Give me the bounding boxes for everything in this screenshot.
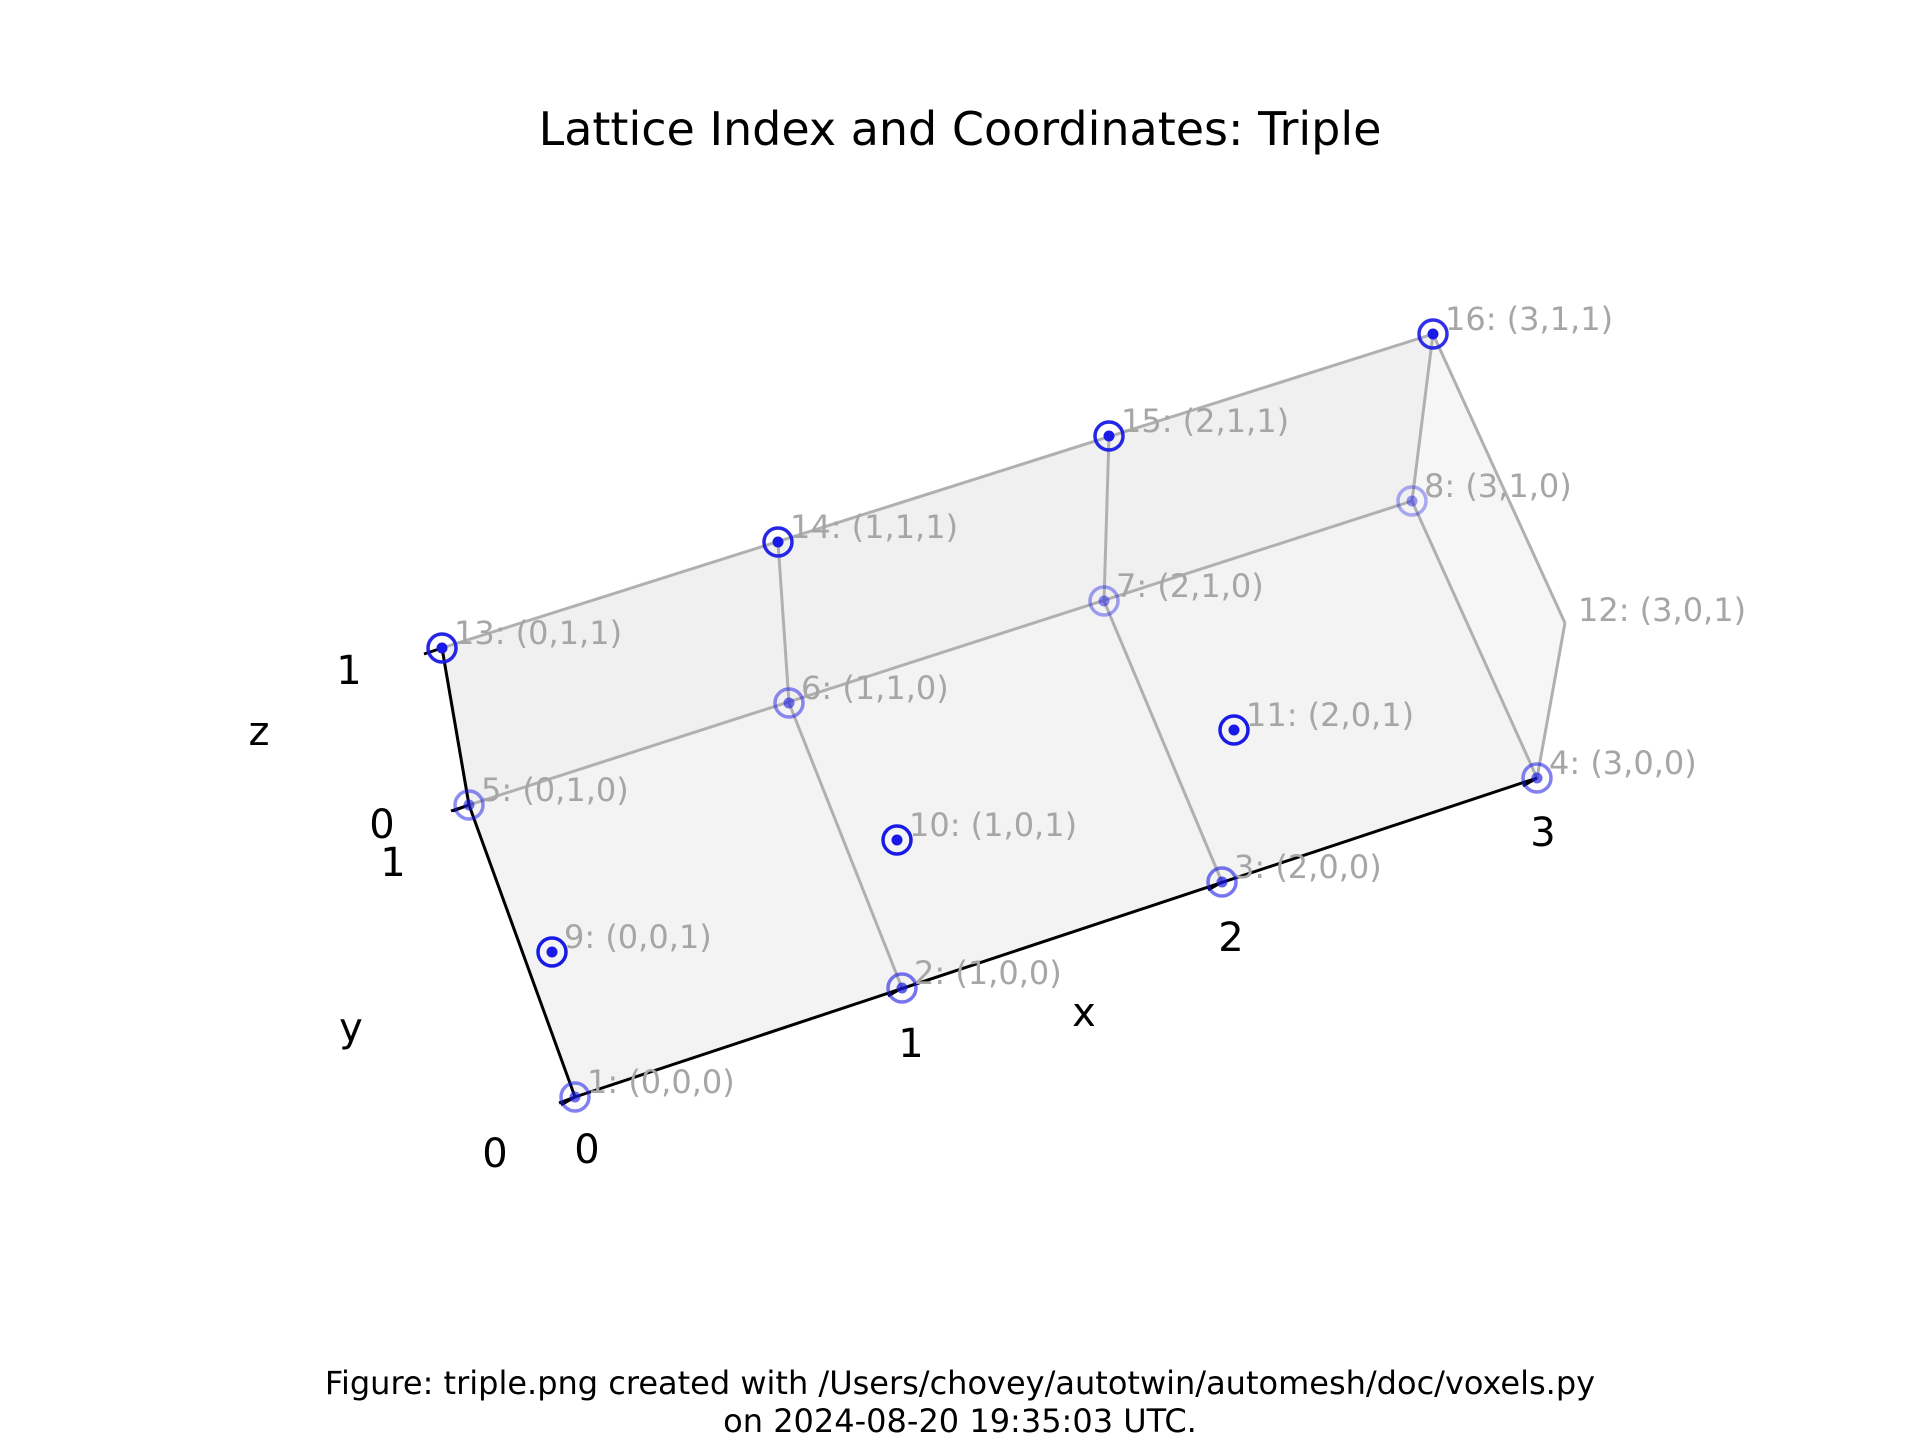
x-axis-line bbox=[574, 776, 1538, 1099]
lattice-point-16-ring bbox=[1417, 318, 1449, 350]
lattice-point-3-dot bbox=[1216, 876, 1228, 888]
lattice-point-15-label: 15: (2,1,1) bbox=[1121, 402, 1289, 440]
lattice-point-4-ring bbox=[1521, 762, 1553, 794]
z-axis-label: z bbox=[249, 709, 270, 755]
lattice-point-2-ring bbox=[886, 972, 918, 1004]
lattice-point-2-dot bbox=[896, 982, 908, 994]
x-tick-label: 0 bbox=[574, 1127, 599, 1173]
lattice-point-2-label: 2: (1,0,0) bbox=[914, 954, 1062, 992]
lattice-edge bbox=[1102, 435, 1111, 602]
lattice-edge bbox=[441, 332, 1434, 650]
x-tick-label: 3 bbox=[1530, 810, 1555, 856]
face-bottom bbox=[469, 501, 1537, 1097]
lattice-points bbox=[426, 318, 1553, 1113]
figure-title: Lattice Index and Coordinates: Triple bbox=[538, 102, 1382, 156]
lattice-point-6-label: 6: (1,1,0) bbox=[801, 669, 949, 707]
lattice-point-16-dot bbox=[1427, 328, 1439, 340]
z-axis-line bbox=[440, 647, 471, 806]
figure-caption-line-2: on 2024-08-20 19:35:03 UTC. bbox=[723, 1402, 1197, 1440]
lattice-point-11-dot bbox=[1228, 724, 1240, 736]
lattice-edge bbox=[1535, 622, 1567, 779]
lattice-point-7-dot bbox=[1098, 595, 1110, 607]
lattice-point-9-label: 9: (0,0,1) bbox=[564, 918, 712, 956]
lattice-point-labels: 1: (0,0,0) 2: (1,0,0) 3: (2,0,0) 4: (3,0,0)… bbox=[454, 300, 1746, 1101]
lattice-point-13-label: 13: (0,1,1) bbox=[454, 614, 622, 652]
lattice-point-5-label: 5: (0,1,0) bbox=[481, 771, 629, 809]
x-axis-label: x bbox=[1072, 990, 1096, 1036]
lattice-edge bbox=[1410, 333, 1435, 502]
lattice-point-3-label: 3: (2,0,0) bbox=[1234, 848, 1382, 886]
lattice-edge bbox=[1410, 500, 1539, 779]
lattice-edge bbox=[1102, 600, 1224, 883]
y-axis-line bbox=[467, 804, 577, 1098]
lattice-point-10-dot bbox=[891, 834, 903, 846]
lattice-point-8-ring bbox=[1396, 485, 1428, 517]
lattice-point-16-label: 16: (3,1,1) bbox=[1445, 300, 1613, 338]
lattice-edge bbox=[468, 499, 1413, 807]
lattice-point-13-dot bbox=[436, 642, 448, 654]
y-tick-label: 0 bbox=[482, 1131, 507, 1177]
x-tick-label: 2 bbox=[1218, 915, 1243, 961]
lattice-point-14-label: 14: (1,1,1) bbox=[790, 508, 958, 546]
lattice-point-1-ring bbox=[559, 1081, 591, 1113]
y-tick-label: 1 bbox=[380, 840, 405, 886]
lattice-point-3-ring bbox=[1206, 866, 1238, 898]
lattice-point-10-ring bbox=[881, 824, 913, 856]
lattice-point-6-dot bbox=[783, 697, 795, 709]
lattice-point-1-label: 1: (0,0,0) bbox=[587, 1063, 735, 1101]
lattice-point-7-ring bbox=[1088, 585, 1120, 617]
lattice-point-15-dot bbox=[1103, 430, 1115, 442]
face-right bbox=[1412, 334, 1565, 778]
lattice-point-14-dot bbox=[772, 536, 784, 548]
lattice-point-8-dot bbox=[1406, 495, 1418, 507]
lattice-point-9-dot bbox=[546, 946, 558, 958]
figure-caption-line-1: Figure: triple.png created with /Users/c… bbox=[324, 1364, 1596, 1402]
lattice-faces bbox=[442, 334, 1565, 1097]
lattice-edge bbox=[776, 541, 791, 704]
lattice-edge bbox=[787, 702, 904, 989]
lattice-point-4-label: 4: (3,0,0) bbox=[1549, 744, 1697, 782]
lattice-point-12-label: 12: (3,0,1) bbox=[1578, 591, 1746, 629]
lattice-point-11-label: 11: (2,0,1) bbox=[1246, 696, 1414, 734]
z-tick-label: 1 bbox=[336, 648, 361, 694]
x-tick-label: 1 bbox=[898, 1021, 923, 1067]
lattice-point-13-ring bbox=[426, 632, 458, 664]
lattice-point-7-label: 7: (2,1,0) bbox=[1116, 567, 1264, 605]
lattice-point-5-ring bbox=[453, 789, 485, 821]
lattice-point-11-ring bbox=[1218, 714, 1250, 746]
lattice-point-8-label: 8: (3,1,0) bbox=[1424, 467, 1572, 505]
lattice-point-6-ring bbox=[773, 687, 805, 719]
lattice-point-5-dot bbox=[463, 799, 475, 811]
lattice-point-10-label: 10: (1,0,1) bbox=[909, 806, 1077, 844]
lattice-edge bbox=[1431, 333, 1567, 624]
lattice-point-9-ring bbox=[536, 936, 568, 968]
face-back bbox=[442, 334, 1433, 805]
lattice-point-14-ring bbox=[762, 526, 794, 558]
y-axis-label: y bbox=[339, 1005, 363, 1051]
lattice-point-1-dot bbox=[569, 1091, 581, 1103]
z-tick-label: 0 bbox=[369, 802, 394, 848]
lattice-point-4-dot bbox=[1531, 772, 1543, 784]
lattice-point-15-ring bbox=[1093, 420, 1125, 452]
